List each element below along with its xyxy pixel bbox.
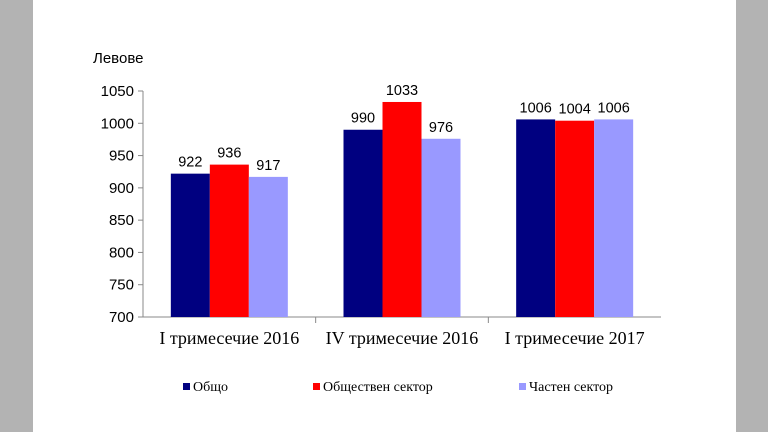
bar-chart: Левове 700 750 800 850 900 950 1000 1050 922 936 91… [93, 50, 661, 395]
y-tick-label: 800 [109, 244, 134, 261]
data-label: 1033 [386, 83, 418, 99]
y-tick-label: 900 [109, 180, 134, 197]
x-tick-label: I тримесечие 2016 [159, 328, 299, 348]
y-tick-label: 750 [109, 277, 134, 294]
data-label: 922 [178, 155, 202, 171]
bar [248, 176, 288, 317]
data-label: 976 [429, 120, 453, 136]
y-axis-title: Левове [93, 50, 143, 67]
legend-swatch [313, 383, 320, 390]
bar [343, 129, 383, 317]
bar [209, 164, 249, 317]
legend-label: Частен сектор [529, 380, 613, 395]
x-tick-label: I тримесечие 2017 [505, 328, 645, 348]
y-tick-label: 700 [109, 309, 134, 326]
legend-swatch [519, 383, 526, 390]
y-tick-label: 1000 [101, 115, 134, 132]
bar [516, 119, 556, 317]
y-tick-label: 1050 [101, 83, 134, 100]
bar [555, 120, 595, 318]
data-label: 1004 [559, 102, 591, 118]
y-tick-label: 850 [109, 212, 134, 229]
bar [421, 138, 461, 317]
bar [170, 173, 210, 317]
bar [594, 119, 634, 317]
data-label: 936 [217, 146, 241, 162]
legend-swatch [183, 383, 190, 390]
slide: Левове 700 750 800 850 900 950 1000 1050 922 936 91… [33, 0, 736, 432]
y-tick-label: 950 [109, 148, 134, 165]
legend-label: Общо [193, 380, 228, 395]
data-label: 1006 [598, 100, 630, 116]
data-label: 990 [351, 111, 375, 127]
data-label: 917 [256, 158, 280, 174]
bar [382, 101, 422, 317]
data-label: 1006 [520, 100, 552, 116]
legend-label: Обществен сектор [323, 380, 433, 395]
x-tick-label: IV тримесечие 2016 [326, 328, 479, 348]
